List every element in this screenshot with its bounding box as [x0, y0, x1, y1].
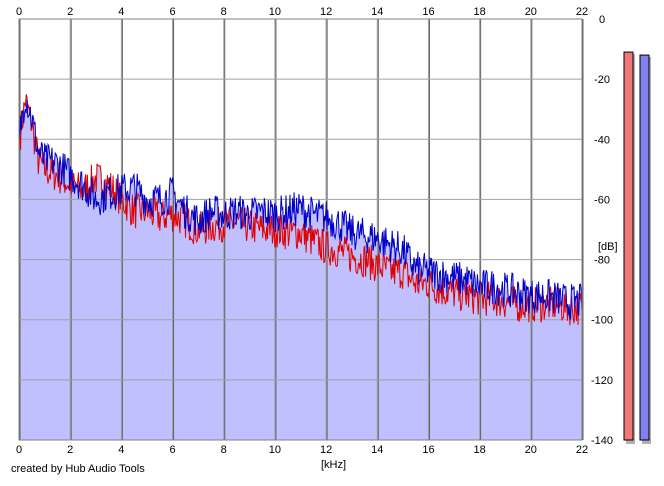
- x-tick-label-bottom: 12: [320, 444, 332, 456]
- level-meter-2: [639, 54, 650, 441]
- y-tick-label: -80: [594, 255, 610, 267]
- y-tick-label: -140: [591, 435, 613, 447]
- y-axis-label: [dB]: [598, 241, 618, 253]
- y-tick-label: -60: [594, 194, 610, 206]
- x-tick-label-bottom: 18: [474, 444, 486, 456]
- x-tick-label-top: 12: [320, 6, 332, 18]
- spectrum-fill-layer: [19, 94, 582, 441]
- x-tick-label-top: 16: [422, 6, 434, 18]
- x-tick-label-bottom: 0: [16, 444, 22, 456]
- x-tick-label-bottom: 4: [118, 444, 124, 456]
- x-tick-label-top: 18: [474, 6, 486, 18]
- plot-frame: [18, 18, 583, 441]
- x-tick-label-top: 8: [221, 6, 227, 18]
- x-tick-label-top: 14: [371, 6, 383, 18]
- x-tick-label-top: 20: [525, 6, 537, 18]
- x-tick-label-top: 22: [576, 6, 588, 18]
- x-tick-label-top: 10: [269, 6, 281, 18]
- x-tick-label-bottom: 6: [169, 444, 175, 456]
- y-tick-label: -100: [591, 315, 613, 327]
- series-layer: [18, 94, 583, 326]
- credit-text: created by Hub Audio Tools: [11, 463, 145, 475]
- y-tick-label: 0: [599, 14, 605, 26]
- y-tick-label: -20: [594, 74, 610, 86]
- x-tick-label-bottom: 14: [371, 444, 383, 456]
- x-axis-label: [kHz]: [321, 459, 346, 471]
- x-tick-label-bottom: 20: [525, 444, 537, 456]
- y-tick-label: -120: [591, 375, 613, 387]
- x-tick-label-bottom: 8: [221, 444, 227, 456]
- level-meter-1: [623, 51, 634, 441]
- level-meters: [623, 51, 651, 444]
- tick-label-layer: 002244668810101212141416161818202022220-…: [16, 6, 613, 456]
- x-tick-label-top: 6: [169, 6, 175, 18]
- x-tick-label-bottom: 2: [67, 444, 73, 456]
- x-tick-label-top: 2: [67, 6, 73, 18]
- x-tick-label-bottom: 22: [576, 444, 588, 456]
- series-line-1: [18, 94, 583, 326]
- x-tick-label-bottom: 16: [422, 444, 434, 456]
- spectrum-fill-area: [19, 94, 582, 441]
- x-tick-label-top: 4: [118, 6, 124, 18]
- y-tick-label: -40: [594, 134, 610, 146]
- series-line-2: [18, 99, 583, 320]
- x-tick-label-top: 0: [16, 6, 22, 18]
- x-tick-label-bottom: 10: [269, 444, 281, 456]
